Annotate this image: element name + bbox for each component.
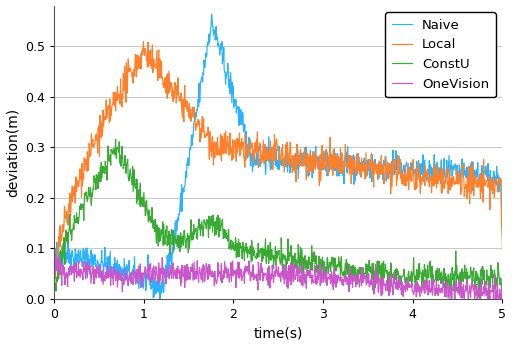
Line: Naive: Naive — [54, 14, 502, 299]
Local — [360, 164, 366, 168]
Local — [140, 39, 146, 44]
X-axis label: time(s): time(s) — [253, 326, 303, 340]
Naive — [233, 111, 240, 115]
ConstU — [359, 281, 366, 285]
ConstU — [499, 288, 505, 292]
OneVision — [401, 284, 407, 288]
Naive — [410, 168, 416, 172]
OneVision — [52, 253, 58, 257]
OneVision — [359, 277, 366, 282]
Y-axis label: deviation(m): deviation(m) — [6, 108, 19, 197]
OneVision — [97, 266, 103, 270]
OneVision — [233, 285, 239, 290]
Line: OneVision: OneVision — [54, 255, 502, 299]
Local — [401, 172, 408, 176]
OneVision — [249, 275, 255, 279]
Naive — [97, 263, 103, 267]
Naive — [360, 159, 366, 163]
ConstU — [97, 179, 103, 183]
ConstU — [113, 137, 119, 142]
Naive — [249, 170, 255, 174]
Line: Local: Local — [54, 42, 502, 279]
ConstU — [401, 267, 407, 271]
OneVision — [51, 288, 57, 292]
ConstU — [249, 240, 255, 245]
OneVision — [499, 292, 505, 297]
Local — [249, 149, 255, 153]
ConstU — [233, 238, 239, 242]
Naive — [401, 177, 408, 181]
Legend: Naive, Local, ConstU, OneVision: Naive, Local, ConstU, OneVision — [385, 12, 496, 97]
Local — [52, 276, 58, 281]
Local — [499, 247, 505, 251]
Local — [51, 275, 57, 280]
Naive — [51, 271, 57, 275]
Naive — [499, 232, 505, 236]
Local — [233, 160, 240, 164]
Naive — [208, 12, 215, 16]
Naive — [157, 297, 163, 301]
Local — [410, 173, 416, 177]
OneVision — [447, 297, 453, 301]
ConstU — [409, 275, 415, 280]
OneVision — [409, 289, 415, 293]
ConstU — [476, 295, 482, 300]
ConstU — [51, 291, 57, 295]
Local — [97, 130, 103, 134]
Line: ConstU: ConstU — [54, 139, 502, 298]
